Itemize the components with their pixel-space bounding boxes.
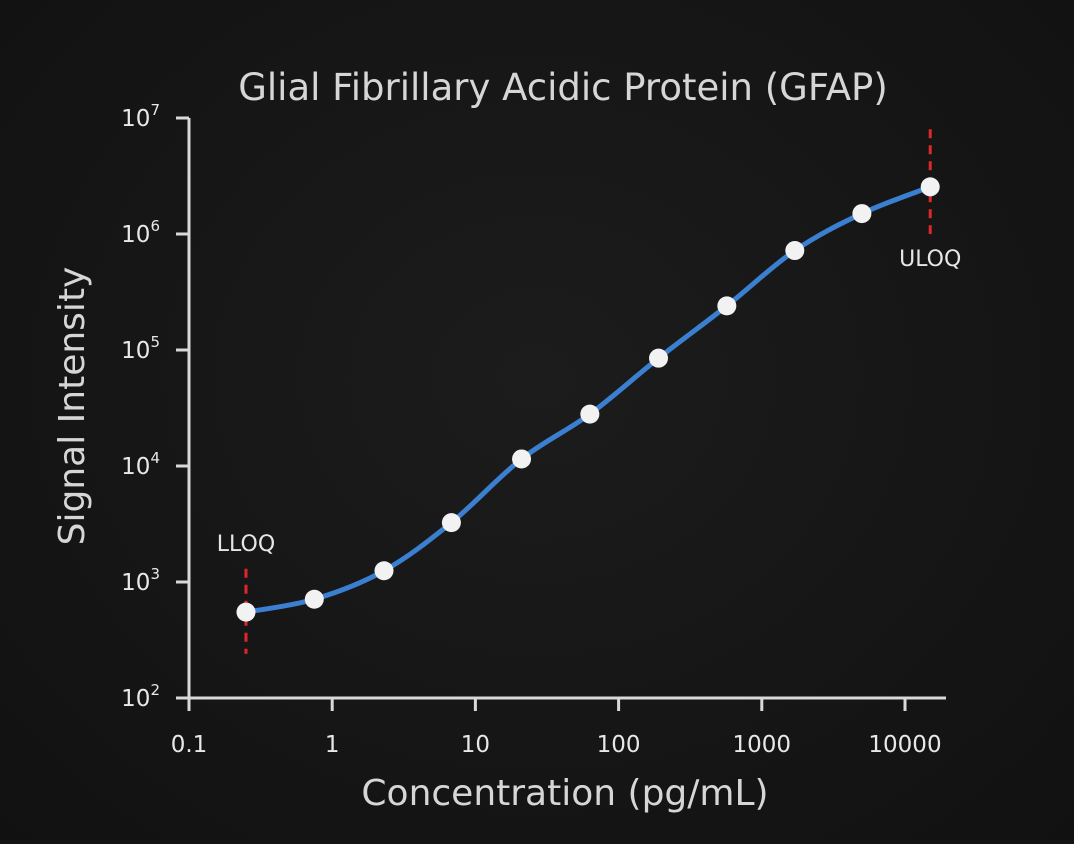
y-tick-base: 10 <box>121 570 150 596</box>
y-tick-label: 106 <box>121 217 160 248</box>
x-tick-label: 1 <box>325 732 340 758</box>
data-point <box>649 348 669 368</box>
y-tick-exponent: 2 <box>150 681 160 699</box>
data-point <box>374 561 394 581</box>
x-tick-label: 10 <box>461 732 490 758</box>
y-axis-label: Signal Intensity <box>52 267 93 546</box>
y-tick-base: 10 <box>121 338 150 364</box>
annotations: LLOQ ULOQ <box>217 129 961 654</box>
data-point <box>512 449 532 469</box>
y-tick-label: 105 <box>121 333 160 364</box>
data-point <box>852 204 872 224</box>
y-tick-label: 104 <box>121 449 160 480</box>
x-tick-label: 10000 <box>868 732 941 758</box>
y-tick-label: 103 <box>121 565 160 596</box>
data-point <box>717 296 737 316</box>
y-tick-base: 10 <box>121 686 150 712</box>
x-tick-label: 100 <box>597 732 641 758</box>
data-point <box>580 404 600 424</box>
y-tick-base: 10 <box>121 106 150 132</box>
y-tick-base: 10 <box>121 222 150 248</box>
annotation-label-lloq: LLOQ <box>217 532 275 557</box>
y-tick-exponent: 6 <box>150 217 160 235</box>
y-tick-base: 10 <box>121 454 150 480</box>
chart-title: Glial Fibrillary Acidic Protein (GFAP) <box>238 66 888 109</box>
y-tick-exponent: 7 <box>150 101 160 119</box>
y-tick-exponent: 4 <box>150 449 160 467</box>
x-axis-label: Concentration (pg/mL) <box>361 773 768 814</box>
series-line <box>243 184 933 615</box>
y-tick-exponent: 5 <box>150 333 160 351</box>
x-tick-label: 1000 <box>733 732 792 758</box>
data-point <box>785 241 805 261</box>
annotation-label-uloq: ULOQ <box>899 247 961 272</box>
y-tick-label: 107 <box>121 101 160 132</box>
y-tick-exponent: 3 <box>150 565 160 583</box>
data-point <box>920 177 940 197</box>
y-tick-label: 102 <box>121 681 160 712</box>
series <box>236 177 940 622</box>
data-point <box>304 589 324 609</box>
data-point <box>441 513 461 533</box>
x-tick-label: 0.1 <box>171 732 208 758</box>
data-point <box>236 602 256 622</box>
